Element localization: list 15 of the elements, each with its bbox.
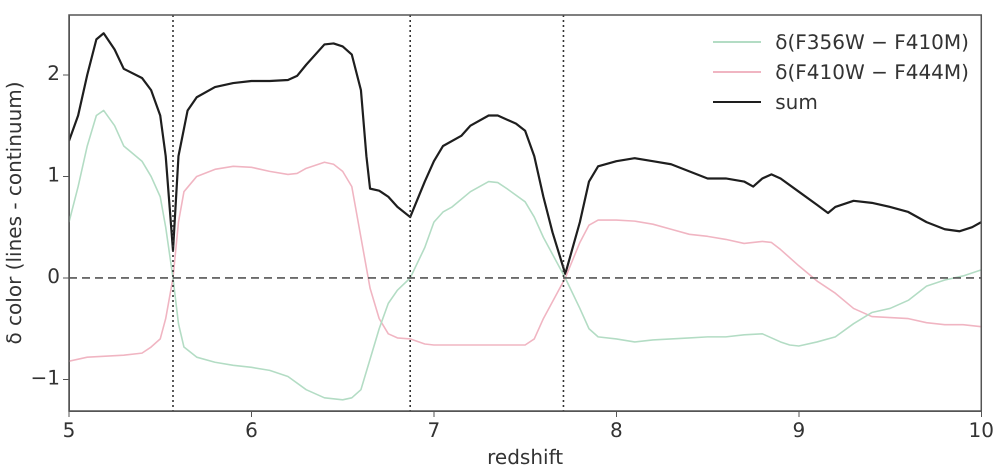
x-axis-title: redshift bbox=[487, 445, 564, 470]
y-axis-title: δ color (lines - continuum) bbox=[2, 81, 26, 345]
legend-label: sum bbox=[775, 89, 818, 116]
y-tick-label: 1 bbox=[47, 162, 60, 187]
x-tick-label: 8 bbox=[610, 418, 623, 442]
x-tick-label: 5 bbox=[62, 418, 76, 442]
legend-label: δ(F356W − F410M) bbox=[775, 29, 969, 56]
legend-label: δ(F410W − F444M) bbox=[775, 59, 969, 86]
x-tick-label: 10 bbox=[968, 418, 994, 442]
x-tick-label: 9 bbox=[792, 418, 806, 442]
y-tick-label: 0 bbox=[47, 264, 60, 288]
y-tick-label: −1 bbox=[30, 366, 60, 390]
x-tick-label: 7 bbox=[428, 418, 440, 442]
x-tick-label: 6 bbox=[245, 418, 258, 442]
y-tick-label: 2 bbox=[47, 61, 60, 86]
